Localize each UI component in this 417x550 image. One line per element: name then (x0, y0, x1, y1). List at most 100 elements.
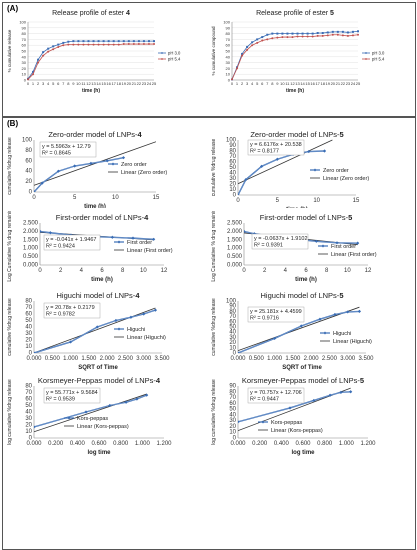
data-point (286, 36, 289, 39)
series-line-highlight (238, 391, 351, 423)
data-point (261, 36, 264, 39)
x-tick-label: 8 (271, 81, 274, 86)
data-point (142, 312, 146, 316)
legend-label: Kors-peppas (77, 416, 108, 422)
y-tick-label: 1.500 (227, 237, 243, 243)
y-tick-label: 90 (229, 304, 236, 310)
chart-title: Higuchi model of LNPs-5 (261, 291, 344, 300)
x-tick-label: 14 (96, 81, 101, 86)
y-tick-label: 10 (226, 72, 231, 77)
y-tick-label: 50 (226, 49, 231, 54)
y-tick-label: 0 (233, 351, 237, 357)
data-point (351, 30, 354, 33)
r-squared-text: R² = 0.9391 (254, 243, 283, 249)
data-point (357, 309, 362, 313)
data-point (132, 40, 135, 43)
y-tick-label: 0.500 (227, 254, 243, 260)
data-point (336, 33, 339, 36)
release-profile-ester-5-chart: Release profile of ester 501020304050607… (211, 10, 385, 94)
x-axis-label: time (h) (91, 277, 113, 283)
x-tick-label: 0.500 (249, 356, 265, 362)
data-point (328, 393, 332, 397)
chart-title-prefix: Zero-order model of LNPs- (48, 130, 138, 139)
data-point (335, 241, 339, 245)
data-point (238, 193, 240, 195)
y-tick-label: 80 (229, 309, 236, 315)
x-tick-label: 16 (310, 81, 315, 86)
chart-title-prefix: Higuchi model of LNPs- (57, 291, 136, 300)
legend-label: Linear (Higuchi) (127, 335, 166, 341)
x-tick-label: 0.200 (48, 441, 64, 447)
x-tick-label: 24 (147, 81, 152, 86)
y-tick-label: 0 (29, 436, 33, 442)
y-axis-label: cumulative %drug release (7, 298, 13, 356)
series-line (27, 40, 154, 80)
chart-title: Zero-order model of LNPs-5 (250, 130, 343, 139)
y-axis-label: Log Cumulative % drug remaining (211, 211, 217, 282)
data-point (142, 43, 145, 46)
y-tick-label: 20 (226, 66, 231, 71)
data-point (276, 32, 279, 35)
data-point (296, 35, 299, 38)
x-tick-label: 1 (32, 81, 35, 86)
x-tick-label: 6 (304, 268, 308, 274)
equation-box (43, 387, 101, 404)
data-point (124, 400, 128, 404)
x-tick-label: 3.500 (154, 356, 170, 362)
equation-box (247, 306, 305, 323)
data-point (112, 40, 115, 43)
y-axis-label: cumulative %drug release (211, 139, 217, 197)
x-tick-label: 21 (336, 81, 341, 86)
y-tick-label: 0.000 (227, 263, 243, 269)
data-point (261, 39, 264, 42)
data-point (288, 406, 292, 410)
equation-box (43, 234, 101, 251)
data-point (291, 36, 294, 39)
x-tick-label: 10 (140, 268, 147, 274)
data-point (346, 34, 349, 37)
y-tick-label: 0 (233, 436, 237, 442)
r-squared-text: R² = 0.9424 (46, 244, 75, 250)
data-point (127, 43, 130, 46)
equation-box (39, 141, 97, 158)
y-tick-label: 90 (226, 25, 231, 30)
series-line (231, 30, 359, 80)
x-axis-label: time (h) (82, 88, 100, 94)
data-point (316, 34, 319, 37)
data-point (316, 32, 319, 35)
y-tick-label: 100 (226, 299, 237, 305)
r-squared-text: R² = 0.9539 (46, 397, 75, 403)
legend-label: Linear (Kors-peppas) (77, 424, 129, 430)
x-axis-label: time (h) (286, 88, 304, 94)
plot-area (238, 387, 353, 432)
x-tick-label: 6 (57, 81, 60, 86)
y-tick-label: 100 (22, 138, 33, 144)
legend-label: pH 5.4 (168, 57, 181, 62)
y-tick-label: 40 (229, 412, 236, 418)
x-tick-label: 2 (59, 268, 63, 274)
x-tick-label: 2 (263, 268, 267, 274)
data-point (341, 30, 344, 33)
x-tick-label: 13 (91, 81, 96, 86)
plot-area (238, 139, 333, 195)
data-point (349, 390, 353, 394)
data-point (251, 44, 254, 47)
x-tick-label: 10 (280, 81, 285, 86)
y-tick-label: 0 (233, 193, 237, 199)
legend-label: Linear (First order) (127, 248, 173, 254)
data-point (147, 40, 150, 43)
y-tick-label: 20 (229, 182, 236, 188)
x-axis-label: SQRT of Time (282, 365, 322, 371)
x-tick-label: 0 (236, 198, 240, 204)
y-tick-label: 60 (25, 397, 32, 403)
data-point (351, 34, 354, 37)
data-point (238, 420, 240, 424)
chart-title-prefix: Release profile of ester (52, 10, 126, 17)
x-tick-label: 3.000 (136, 356, 152, 362)
data-point (296, 32, 299, 35)
data-point (92, 43, 95, 46)
data-point (40, 181, 44, 185)
data-point (331, 30, 334, 33)
x-tick-label: 7 (62, 81, 65, 86)
